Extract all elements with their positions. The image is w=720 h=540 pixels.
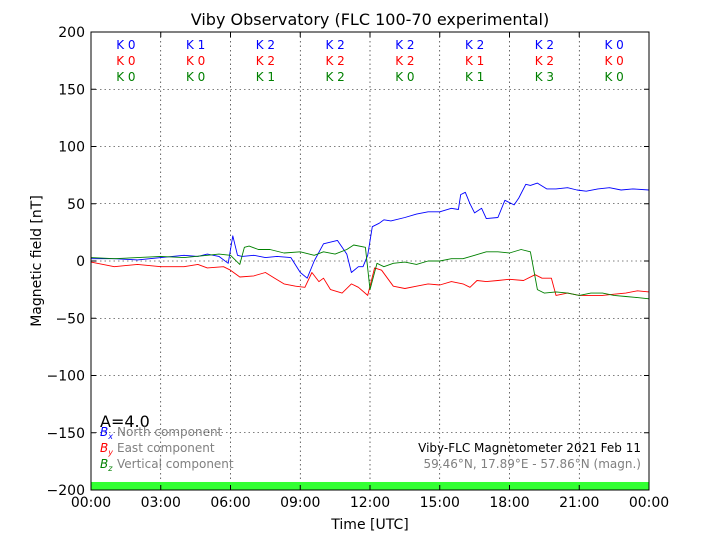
x-tick-label-6: 18:00 bbox=[489, 495, 529, 511]
series-line-north bbox=[91, 182, 650, 279]
legend-symbol-vertical: Bz bbox=[100, 457, 113, 473]
chart-title: Viby Observatory (FLC 100-70 experimenta… bbox=[191, 10, 550, 29]
k-index-north-5: K 2 bbox=[465, 38, 484, 52]
series-line-vertical bbox=[90, 244, 650, 300]
x-tick-label-1: 03:00 bbox=[141, 495, 181, 511]
legend-symbol-east: By bbox=[100, 441, 113, 457]
x-tick-label-4: 12:00 bbox=[350, 495, 390, 511]
k-index-vertical-2: K 1 bbox=[256, 70, 275, 84]
x-tick-label-0: 00:00 bbox=[71, 495, 111, 511]
k-index-north-1: K 1 bbox=[186, 38, 205, 52]
k-index-vertical-6: K 3 bbox=[535, 70, 554, 84]
legend-label-vertical: Vertical component bbox=[117, 457, 234, 471]
k-index-north-0: K 0 bbox=[116, 38, 135, 52]
k-index-east-6: K 2 bbox=[535, 54, 554, 68]
axis-ticks: 00:00 03:00 06:00 09:00 12:00 15:00 18:00 21:00… bbox=[47, 25, 670, 511]
y-tick-label-7: 150 bbox=[58, 82, 85, 98]
x-tick-label-5: 15:00 bbox=[420, 495, 460, 511]
k-index-east-0: K 0 bbox=[116, 54, 135, 68]
y-tick-label-6: 100 bbox=[58, 140, 85, 156]
legend-label-east: East component bbox=[117, 441, 215, 455]
y-tick-label-0: −200 bbox=[47, 483, 85, 499]
legend-symbol-north: Bx bbox=[100, 425, 113, 441]
k-index-east-7: K 0 bbox=[604, 54, 623, 68]
k-index-east-4: K 2 bbox=[395, 54, 414, 68]
y-tick-label-4: 0 bbox=[76, 254, 85, 270]
k-index-vertical-3: K 2 bbox=[325, 70, 344, 84]
y-tick-label-3: −50 bbox=[55, 311, 85, 327]
y-tick-label-8: 200 bbox=[58, 25, 85, 41]
k-index-east-3: K 2 bbox=[325, 54, 344, 68]
y-axis-label: Magnetic field [nT] bbox=[29, 195, 45, 327]
legend: Bx North component By East component Bz … bbox=[100, 425, 234, 473]
station-coordinates: 59.46°N, 17.89°E - 57.86°N (magn.) bbox=[424, 457, 641, 471]
k-index-north-6: K 2 bbox=[535, 38, 554, 52]
series-line-east bbox=[90, 261, 650, 296]
k-index-north-7: K 0 bbox=[604, 38, 623, 52]
k-index-vertical-7: K 0 bbox=[604, 70, 623, 84]
k-index-vertical-0: K 0 bbox=[116, 70, 135, 84]
k-index-north-4: K 2 bbox=[395, 38, 414, 52]
grid-lines bbox=[91, 32, 649, 490]
y-tick-label-1: −150 bbox=[47, 426, 85, 442]
k-index-vertical-1: K 0 bbox=[186, 70, 205, 84]
k-index-vertical-4: K 0 bbox=[395, 70, 414, 84]
k-index-vertical-5: K 1 bbox=[465, 70, 484, 84]
k-index-east-2: K 2 bbox=[256, 54, 275, 68]
k-index-east-1: K 0 bbox=[186, 54, 205, 68]
x-tick-label-2: 06:00 bbox=[210, 495, 250, 511]
y-tick-label-2: −100 bbox=[47, 369, 85, 385]
magnetometer-info: Viby-FLC Magnetometer 2021 Feb 11 bbox=[418, 441, 641, 455]
x-axis-label: Time [UTC] bbox=[330, 517, 408, 533]
a-index-label: A=4.0 bbox=[100, 412, 150, 431]
legend-label-north: North component bbox=[117, 425, 223, 439]
x-tick-label-8: 00:00 bbox=[629, 495, 669, 511]
x-tick-label-3: 09:00 bbox=[280, 495, 320, 511]
k-index-east-5: K 1 bbox=[465, 54, 484, 68]
k-index-table: K 0 K 1 K 2 K 2 K 2 K 2 K 2 K 0 K 0 K 0 K 2 K 2 K 2 K… bbox=[116, 38, 624, 84]
k-index-north-3: K 2 bbox=[325, 38, 344, 52]
data-series bbox=[90, 182, 650, 300]
x-tick-label-7: 21:00 bbox=[559, 495, 599, 511]
y-tick-label-5: 50 bbox=[67, 197, 85, 213]
k-index-north-2: K 2 bbox=[256, 38, 275, 52]
